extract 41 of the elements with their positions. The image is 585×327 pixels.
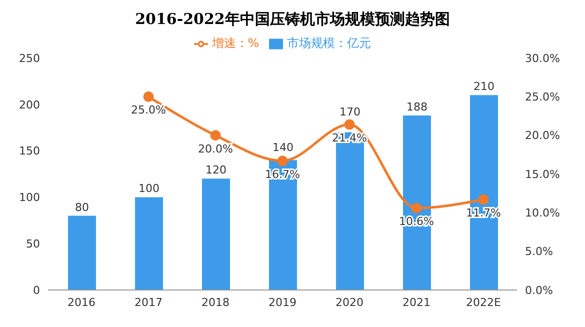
bar	[202, 178, 230, 290]
data-label: 80	[75, 200, 89, 214]
point	[411, 202, 422, 214]
y2-tick-label: 25.0%	[525, 90, 560, 104]
x-tick-label: 2018	[202, 296, 230, 309]
x-tick-label: 2020	[336, 296, 364, 309]
legend-label: 增速：%	[212, 36, 260, 50]
data-label: 25.0%	[131, 104, 166, 117]
x-tick-label: 2022E	[466, 296, 502, 309]
data-label: 140	[272, 141, 294, 154]
x-tick-label: 2017	[134, 296, 162, 309]
point	[277, 156, 288, 166]
y-tick-label: 150	[19, 144, 40, 158]
bar	[135, 197, 163, 290]
y2-tick-label: 0.0%	[525, 284, 553, 297]
data-label: 100	[138, 182, 160, 196]
y2-tick-label: 30.0%	[525, 52, 560, 65]
point	[344, 119, 355, 130]
y-tick-label: 0	[33, 284, 40, 297]
y-tick-label: 50	[26, 238, 40, 251]
y2-tick-label: 10.0%	[525, 206, 560, 220]
bar	[68, 216, 96, 290]
data-label: 170	[340, 106, 360, 119]
point	[210, 130, 221, 141]
data-label: 120	[206, 164, 226, 177]
legend-label: 市场规模：亿元	[287, 36, 372, 50]
x-tick-label: 2016	[68, 296, 96, 309]
point	[478, 194, 489, 205]
y2-tick-label: 5.0%	[525, 245, 553, 258]
data-label: 210	[474, 80, 494, 94]
x-tick-label: 2019	[268, 296, 296, 309]
data-label: 188	[406, 100, 428, 114]
point	[143, 91, 154, 102]
y-tick-label: 200	[19, 98, 40, 112]
chart-title: 2016-2022年中国压铸机市场规模预测趋势图	[134, 9, 451, 30]
y2-tick-label: 20.0%	[525, 129, 560, 142]
x-tick-label: 2021	[402, 296, 430, 309]
y-tick-label: 250	[19, 52, 40, 65]
data-label: 20.0%	[198, 142, 233, 156]
y2-tick-label: 15.0%	[525, 168, 560, 181]
y-tick-label: 100	[19, 191, 40, 204]
